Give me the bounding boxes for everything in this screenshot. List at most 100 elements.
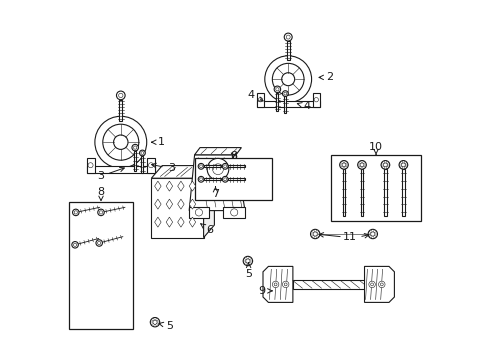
Circle shape bbox=[360, 163, 364, 167]
Polygon shape bbox=[365, 266, 394, 302]
Text: 1: 1 bbox=[151, 137, 165, 147]
Circle shape bbox=[246, 259, 250, 263]
Circle shape bbox=[96, 240, 102, 246]
Circle shape bbox=[141, 152, 144, 154]
Circle shape bbox=[88, 163, 93, 168]
Circle shape bbox=[243, 256, 252, 266]
Circle shape bbox=[401, 163, 405, 167]
Circle shape bbox=[117, 91, 125, 100]
Text: 11: 11 bbox=[343, 232, 357, 242]
Circle shape bbox=[265, 56, 312, 103]
Circle shape bbox=[148, 163, 153, 168]
Circle shape bbox=[379, 281, 385, 288]
Bar bbox=[134, 151, 136, 171]
Circle shape bbox=[98, 209, 104, 216]
Bar bbox=[257, 93, 264, 107]
Circle shape bbox=[368, 229, 377, 239]
Circle shape bbox=[199, 178, 202, 181]
Circle shape bbox=[272, 63, 304, 95]
Text: 9: 9 bbox=[259, 286, 272, 296]
Circle shape bbox=[258, 98, 263, 102]
Circle shape bbox=[340, 161, 348, 169]
Circle shape bbox=[196, 209, 202, 216]
Bar bbox=[284, 96, 286, 113]
Circle shape bbox=[224, 178, 227, 181]
Bar bbox=[331, 155, 421, 221]
Bar bbox=[87, 158, 95, 173]
Circle shape bbox=[73, 209, 79, 216]
Circle shape bbox=[313, 232, 318, 236]
Circle shape bbox=[140, 150, 145, 156]
Polygon shape bbox=[189, 199, 196, 209]
Circle shape bbox=[276, 87, 279, 91]
Bar bbox=[120, 100, 122, 121]
Circle shape bbox=[119, 93, 123, 98]
Circle shape bbox=[114, 135, 128, 149]
Circle shape bbox=[222, 163, 228, 169]
Circle shape bbox=[282, 91, 288, 96]
Circle shape bbox=[72, 242, 78, 248]
Circle shape bbox=[371, 232, 375, 236]
Circle shape bbox=[274, 86, 281, 93]
Circle shape bbox=[284, 33, 292, 41]
Circle shape bbox=[311, 229, 320, 239]
Circle shape bbox=[132, 144, 139, 151]
Polygon shape bbox=[166, 181, 172, 191]
Text: 3: 3 bbox=[151, 163, 175, 174]
Bar bbox=[402, 169, 405, 216]
Polygon shape bbox=[155, 217, 161, 227]
Circle shape bbox=[99, 211, 102, 214]
Bar bbox=[195, 158, 272, 200]
Bar bbox=[151, 178, 204, 238]
Polygon shape bbox=[178, 199, 184, 209]
Circle shape bbox=[314, 98, 319, 102]
Polygon shape bbox=[166, 217, 172, 227]
Circle shape bbox=[103, 124, 139, 160]
Circle shape bbox=[272, 281, 279, 288]
Circle shape bbox=[342, 163, 346, 167]
Circle shape bbox=[274, 283, 277, 286]
Bar bbox=[384, 169, 387, 216]
Circle shape bbox=[150, 318, 160, 327]
Bar bbox=[204, 178, 221, 180]
Circle shape bbox=[284, 283, 287, 286]
Bar bbox=[276, 93, 278, 111]
Circle shape bbox=[384, 163, 387, 167]
Polygon shape bbox=[166, 199, 172, 209]
Polygon shape bbox=[195, 148, 242, 155]
Text: 7: 7 bbox=[212, 186, 219, 199]
Text: 6: 6 bbox=[201, 224, 213, 235]
Circle shape bbox=[286, 35, 290, 39]
Circle shape bbox=[222, 176, 228, 182]
Circle shape bbox=[213, 164, 223, 175]
Circle shape bbox=[199, 165, 202, 168]
Circle shape bbox=[74, 243, 77, 247]
Circle shape bbox=[224, 165, 227, 168]
Bar bbox=[69, 202, 133, 329]
Circle shape bbox=[207, 158, 229, 180]
Circle shape bbox=[98, 242, 101, 245]
Circle shape bbox=[284, 92, 287, 95]
Text: 5: 5 bbox=[245, 263, 252, 279]
Text: 10: 10 bbox=[369, 142, 383, 155]
Bar bbox=[204, 165, 221, 167]
Bar bbox=[228, 178, 245, 180]
Text: 8: 8 bbox=[230, 150, 237, 161]
Circle shape bbox=[231, 209, 238, 216]
Bar bbox=[361, 169, 364, 216]
Polygon shape bbox=[189, 217, 196, 227]
Circle shape bbox=[399, 161, 408, 169]
Bar bbox=[293, 280, 369, 289]
Polygon shape bbox=[151, 166, 215, 178]
Circle shape bbox=[369, 281, 375, 288]
Text: 4: 4 bbox=[248, 90, 263, 101]
Polygon shape bbox=[155, 199, 161, 209]
Polygon shape bbox=[178, 217, 184, 227]
Circle shape bbox=[370, 283, 373, 286]
Text: 5: 5 bbox=[159, 321, 173, 331]
Circle shape bbox=[74, 211, 77, 214]
Text: 3: 3 bbox=[97, 167, 124, 181]
Polygon shape bbox=[204, 166, 215, 238]
Polygon shape bbox=[189, 181, 196, 191]
Circle shape bbox=[381, 161, 390, 169]
